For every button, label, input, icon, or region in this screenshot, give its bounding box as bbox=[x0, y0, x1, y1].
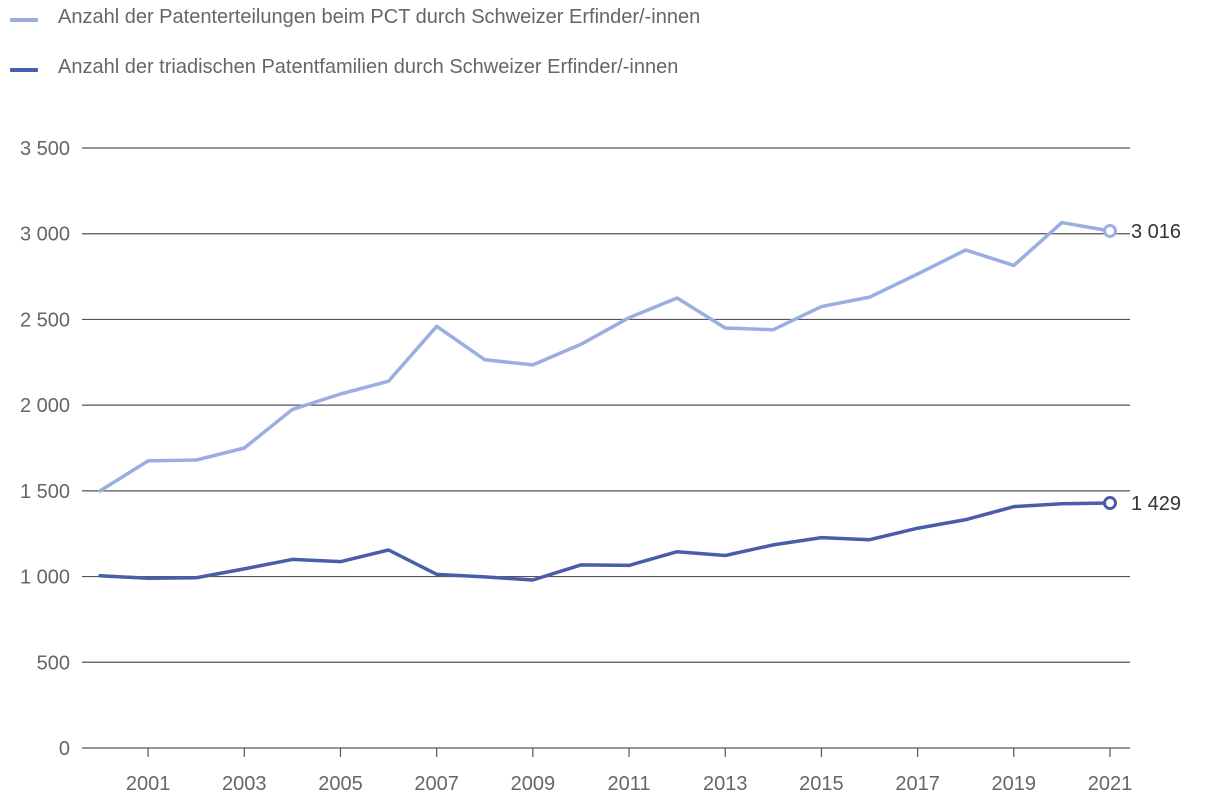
y-tick-label: 1 500 bbox=[20, 481, 70, 503]
x-tick-label: 2021 bbox=[1088, 773, 1133, 795]
series-line-1 bbox=[98, 501, 1112, 582]
x-tick-label: 2013 bbox=[703, 773, 748, 795]
y-tick-label: 2 000 bbox=[20, 395, 70, 417]
legend-swatch-triadic bbox=[10, 68, 38, 72]
x-tick-label: 2009 bbox=[511, 773, 556, 795]
x-tick-label: 2001 bbox=[126, 773, 171, 795]
y-tick-label: 3 000 bbox=[20, 224, 70, 246]
x-tick-label: 2011 bbox=[608, 773, 651, 795]
series-end-marker-0 bbox=[1103, 223, 1117, 238]
x-tick-label: 2007 bbox=[414, 773, 459, 795]
series-line-0 bbox=[98, 220, 1112, 493]
y-tick-label: 1 000 bbox=[20, 567, 70, 589]
x-tick-label: 2017 bbox=[895, 773, 940, 795]
series-end-marker-1 bbox=[1103, 496, 1117, 511]
x-tick-label: 2019 bbox=[992, 773, 1037, 795]
y-tick-label: 3 500 bbox=[20, 138, 70, 160]
y-tick-label: 0 bbox=[59, 738, 70, 760]
legend-label-pct: Anzahl der Patenterteilungen beim PCT du… bbox=[58, 6, 701, 28]
x-tick-label: 2015 bbox=[799, 773, 844, 795]
x-tick-label: 2003 bbox=[222, 773, 267, 795]
y-tick-label: 2 500 bbox=[20, 309, 70, 331]
legend-label-triadic: Anzahl der triadischen Patentfamilien du… bbox=[58, 56, 679, 78]
series-end-label-0: 3 016 bbox=[1131, 221, 1181, 243]
y-tick-label: 500 bbox=[37, 652, 70, 674]
x-tick-label: 2005 bbox=[318, 773, 363, 795]
series-end-label-1: 1 429 bbox=[1131, 493, 1181, 515]
legend-swatch-pct bbox=[10, 18, 38, 22]
